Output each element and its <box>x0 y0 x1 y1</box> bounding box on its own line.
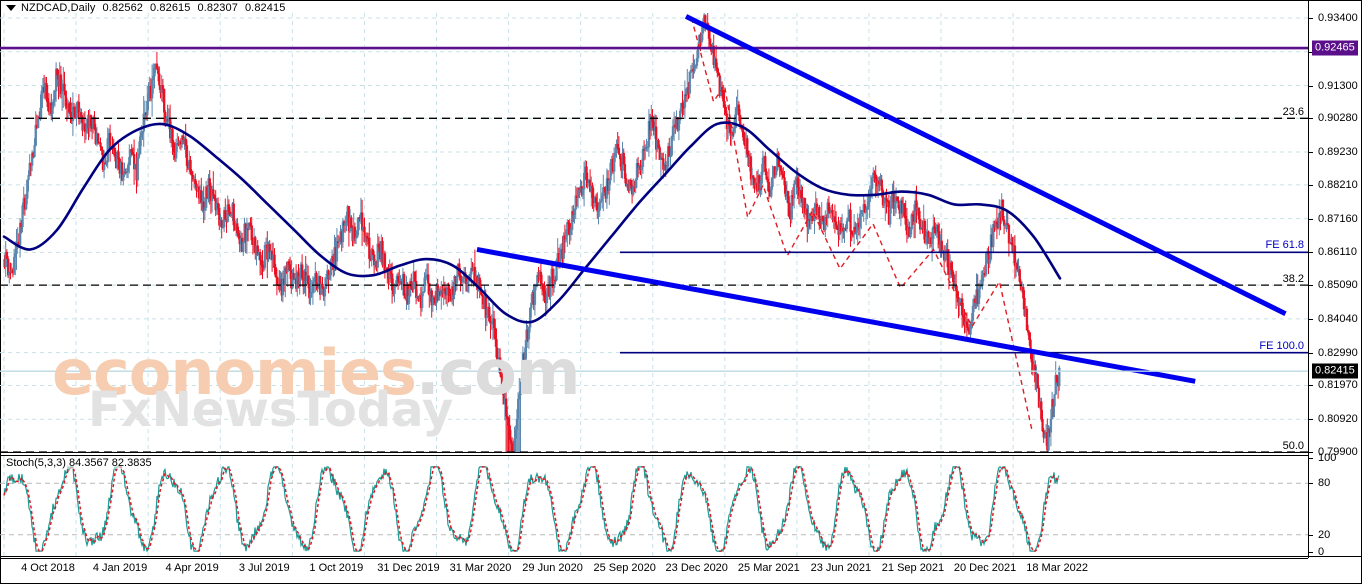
stoch-axis-tick <box>1308 552 1313 553</box>
stoch-axis-tick <box>1308 458 1313 459</box>
watermark-economies-tld: .com <box>415 336 581 409</box>
zigzag-line <box>690 17 1034 433</box>
symbol-label[interactable]: NZDCAD,Daily <box>21 2 96 14</box>
price-axis-label: 0.79900 <box>1318 446 1358 458</box>
date-axis-label: 31 Mar 2020 <box>449 562 512 574</box>
date-axis-label: 31 Dec 2019 <box>377 562 440 574</box>
price-axis-tick <box>1308 419 1313 421</box>
price-axis-label: 0.93400 <box>1318 12 1358 24</box>
price-axis-tick <box>1308 51 1313 53</box>
current-price-tag: 0.82415 <box>1312 363 1358 379</box>
watermark-fxnewstoday: FxNewsToday <box>88 382 454 438</box>
price-axis-tick <box>1308 152 1313 154</box>
date-axis-label: 20 Dec 2021 <box>953 562 1017 574</box>
date-axis-label: 25 Sep 2020 <box>593 562 656 574</box>
price-axis-label: 0.81970 <box>1318 379 1358 392</box>
fib-extension-label: FE 100.0 <box>1259 339 1304 352</box>
stoch-axis-label: 100 <box>1318 452 1337 464</box>
price-axis-tick <box>1308 285 1313 287</box>
fib-label-23-6: 23.6 <box>1282 106 1304 119</box>
date-axis-label: 18 Mar 2022 <box>1026 562 1089 574</box>
date-axis-label: 4 Apr 2019 <box>165 562 219 574</box>
date-axis-label: 29 Jun 2020 <box>522 562 583 574</box>
stochastic-pane[interactable] <box>0 456 1308 556</box>
stoch-d-line <box>3 465 1060 553</box>
date-axis-label: 4 Jan 2019 <box>92 562 148 574</box>
date-axis-label: 21 Sep 2021 <box>881 562 945 574</box>
symbol-header: NZDCAD,Daily 0.82562 0.82615 0.82307 0.82415 <box>6 2 292 14</box>
price-axis-label: 0.85090 <box>1318 279 1358 292</box>
price-axis-tick <box>1308 118 1313 120</box>
resistance-price-tag: 0.92465 <box>1312 40 1358 56</box>
price-chart-svg <box>0 13 1308 452</box>
date-axis-label: 23 Jun 2021 <box>810 562 872 574</box>
fib-label-50-0: 50.0 <box>1282 440 1304 452</box>
pane-divider-top-2 <box>0 455 1308 456</box>
watermark-economies-text: economies <box>52 336 417 409</box>
fib-extension-label: FE 61.8 <box>1265 239 1304 252</box>
lower-descending-trendline <box>476 247 1196 384</box>
price-axis-label: 0.90280 <box>1318 112 1358 125</box>
stoch-axis-label: 20 <box>1318 528 1331 541</box>
price-axis-tick <box>1308 184 1313 186</box>
date-axis-label: 1 Oct 2019 <box>309 562 364 574</box>
low-value: 0.82307 <box>197 2 238 14</box>
price-chart-pane[interactable] <box>0 13 1308 452</box>
price-axis-label: 0.84040 <box>1318 312 1358 325</box>
price-axis-tick <box>1308 318 1313 320</box>
close-value: 0.82415 <box>244 2 286 14</box>
price-axis-label: 0.91300 <box>1318 79 1358 92</box>
price-axis-tick <box>1308 385 1313 387</box>
price-axis-tick <box>1308 352 1313 354</box>
open-value: 0.82562 <box>102 2 144 14</box>
price-axis-label: 0.80920 <box>1318 413 1358 426</box>
stochastic-label: Stoch(5,3,3) 84.3567 82.3835 <box>6 457 152 469</box>
price-axis-line <box>1308 0 1309 558</box>
price-axis-tick <box>1308 85 1313 87</box>
stoch-axis-label: 80 <box>1318 477 1331 490</box>
pane-divider-top <box>0 452 1308 453</box>
stoch-k-line <box>3 464 1060 553</box>
candlestick-series <box>3 13 1061 452</box>
date-axis-label: 25 Mar 2021 <box>737 562 800 574</box>
pane-divider-bottom <box>0 556 1362 557</box>
date-axis-label: 3 Jul 2019 <box>238 562 290 574</box>
fib-label-38-2: 38.2 <box>1282 273 1304 286</box>
price-axis-label: 0.82990 <box>1318 346 1358 359</box>
date-axis-label: 23 Dec 2020 <box>665 562 728 574</box>
pane-divider-bottom-2 <box>0 558 1308 559</box>
moving-average-line <box>2 121 1062 324</box>
price-axis-tick <box>1308 452 1313 453</box>
date-axis-label: 4 Oct 2018 <box>21 562 75 574</box>
stoch-axis-tick <box>1308 483 1313 485</box>
price-axis-label: 0.89230 <box>1318 146 1358 159</box>
price-axis-tick <box>1308 218 1313 220</box>
price-axis-tick <box>1308 18 1313 19</box>
price-axis-label: 0.88210 <box>1318 178 1358 191</box>
stochastic-svg <box>0 456 1308 556</box>
high-value: 0.82615 <box>150 2 191 14</box>
watermark-economies: economies.com <box>52 336 581 409</box>
upper-descending-trendline <box>684 14 1287 317</box>
stoch-axis-tick <box>1308 534 1313 536</box>
price-axis-label: 0.86110 <box>1318 246 1357 259</box>
stoch-axis-label: 0 <box>1318 546 1325 558</box>
price-axis-label: 0.87160 <box>1318 212 1358 225</box>
price-axis-tick <box>1308 252 1313 254</box>
triangle-down-icon[interactable] <box>6 5 16 12</box>
